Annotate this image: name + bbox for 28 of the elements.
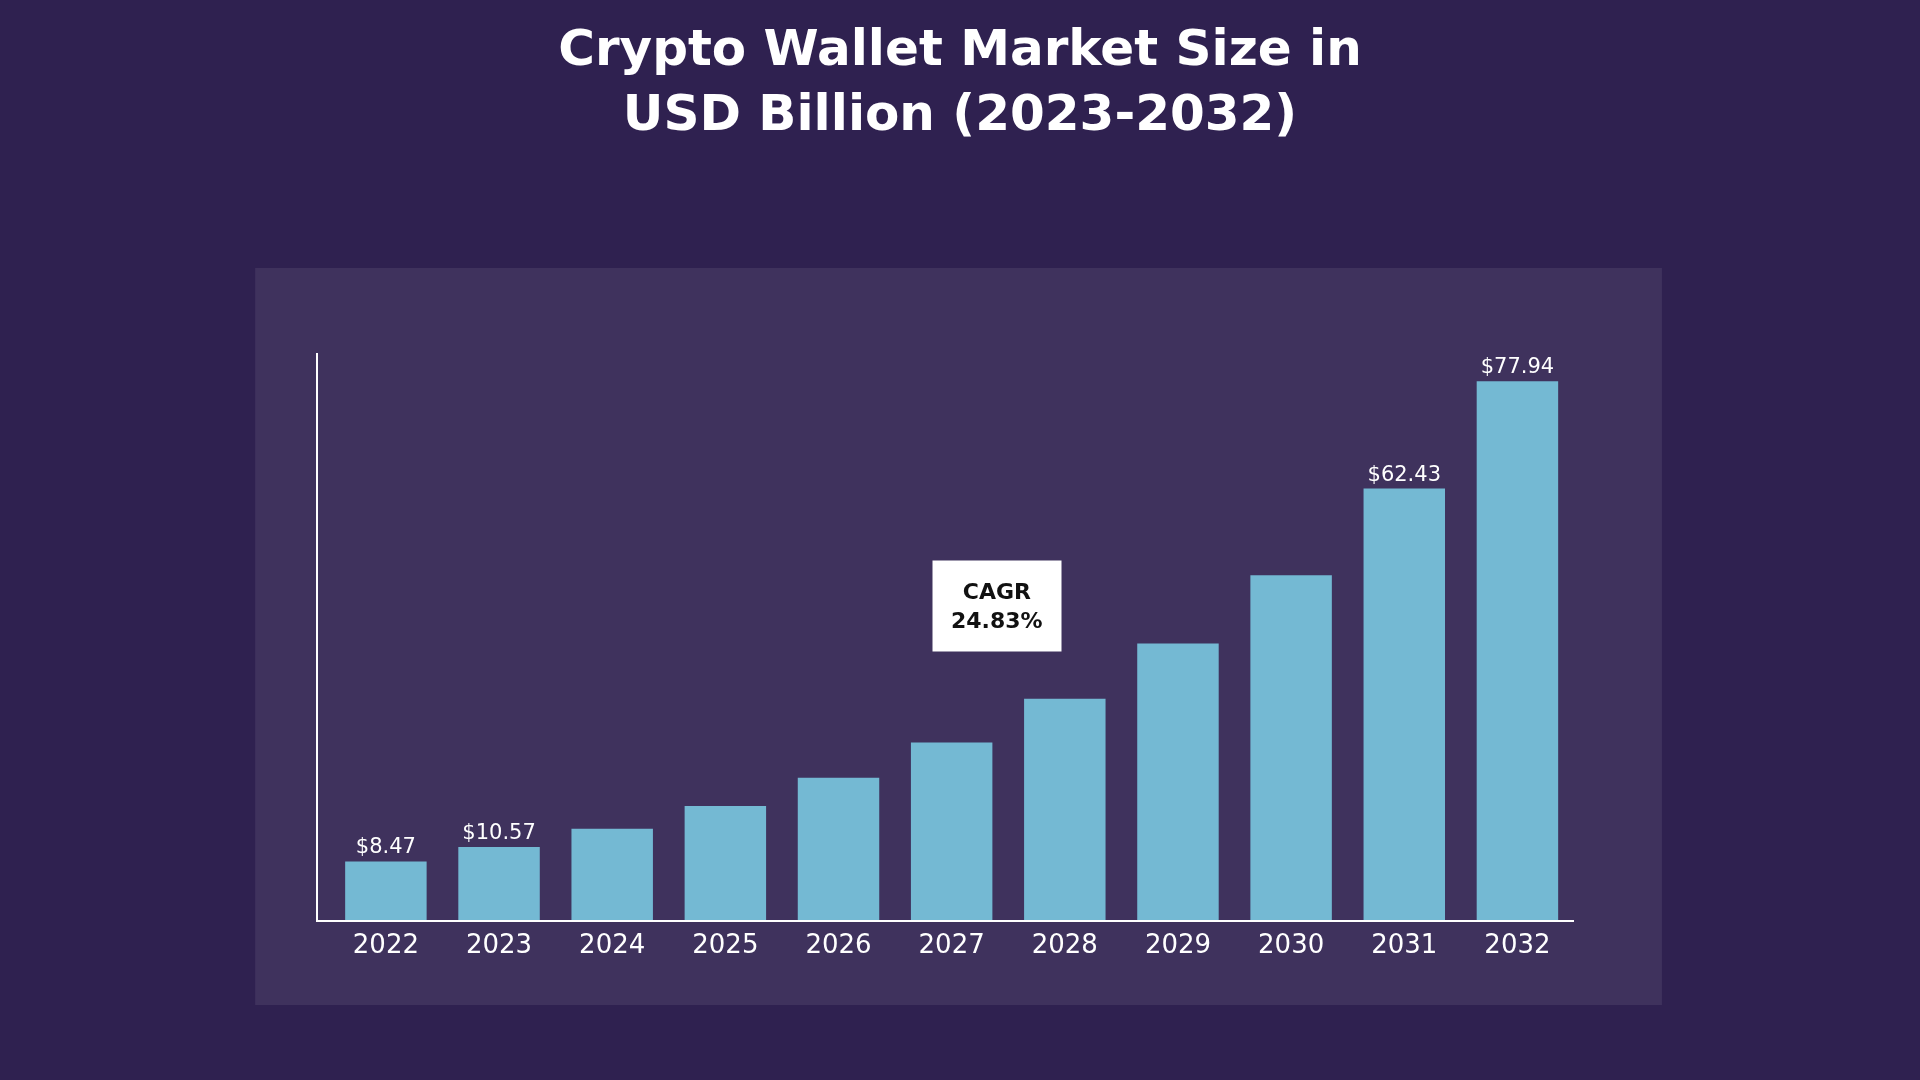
bar: [345, 861, 427, 920]
data-label: $10.57: [462, 819, 536, 844]
x-tick-label: 2032: [1484, 929, 1551, 960]
bar: [1137, 643, 1219, 920]
bar: [1250, 575, 1332, 920]
bar: [910, 742, 993, 920]
bar: [797, 777, 880, 920]
x-tick-label: 2028: [1031, 929, 1098, 960]
annotation: CAGR 24.83%: [951, 579, 1043, 633]
bar: [1363, 488, 1446, 920]
x-tick-label: 2027: [918, 929, 985, 960]
x-tick-label: 2023: [465, 929, 533, 960]
bar: [684, 805, 767, 920]
data-label: $62.43: [1367, 461, 1442, 486]
x-tick-label: 2031: [1371, 929, 1438, 960]
x-tick-label: 2022: [352, 929, 419, 960]
x-tick-label: 2026: [805, 929, 872, 960]
data-label: $8.47: [355, 834, 416, 859]
data-label: $77.94: [1480, 354, 1555, 379]
x-tick-label: 2024: [579, 929, 646, 960]
bar: [571, 828, 653, 920]
bar: [1476, 381, 1559, 920]
x-tick-label: 2025: [692, 929, 759, 960]
x-tick-label: 2029: [1144, 929, 1212, 960]
bar: [1024, 698, 1106, 920]
chart-title: Crypto Wallet Market Size in USD Billion (2023-2032): [558, 18, 1362, 142]
x-tick-label: 2030: [1258, 929, 1325, 960]
bar: [458, 846, 540, 920]
